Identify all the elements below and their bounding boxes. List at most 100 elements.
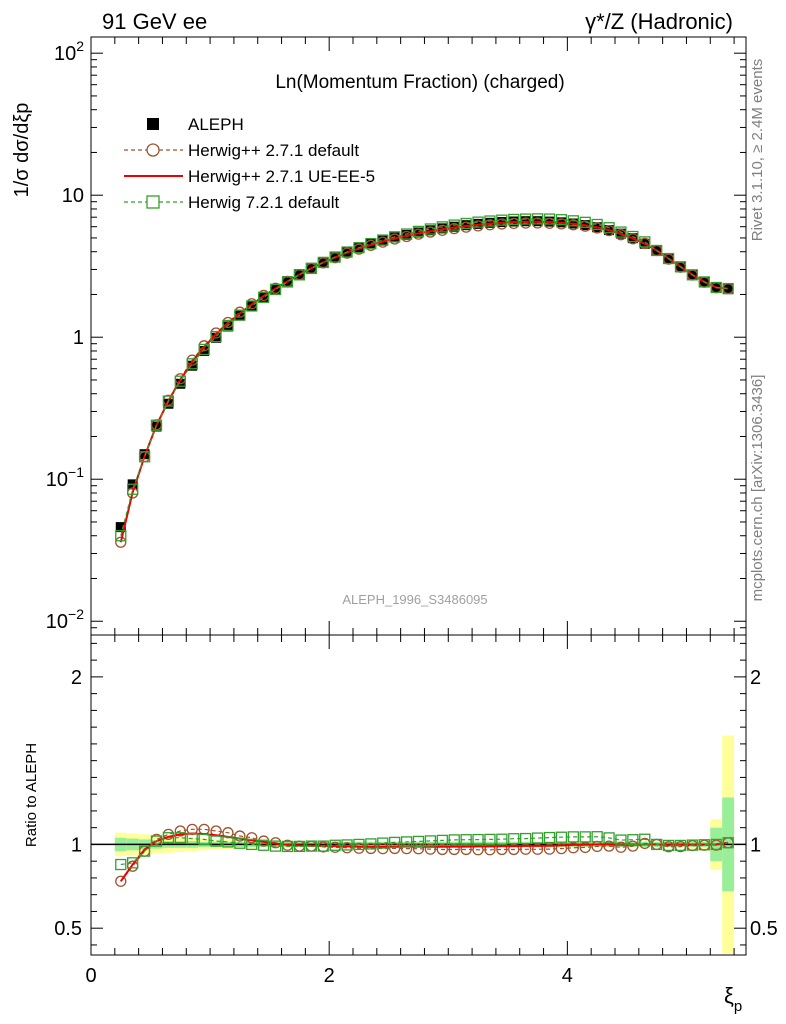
- data-point-herwig-default: [246, 832, 258, 844]
- data-point-herwig7: [269, 840, 282, 852]
- data-point-herwig7: [305, 262, 317, 275]
- data-point-herwig7: [138, 451, 151, 463]
- data-point-herwig7: [234, 309, 246, 321]
- header-left: 91 GeV ee: [102, 9, 207, 34]
- data-point-herwig7: [329, 251, 341, 263]
- data-point-herwig7: [567, 831, 579, 843]
- main-y-axis-label: 1/σ dσ/dξp: [11, 103, 33, 198]
- data-point-herwig7: [210, 835, 222, 847]
- data-point-herwig7: [174, 375, 186, 387]
- series-line-herwig_default: [120, 222, 729, 543]
- ratio-y-tick-label-right: 2: [750, 667, 761, 689]
- data-point-herwig7: [162, 832, 175, 844]
- x-tick-label: 0: [85, 965, 96, 987]
- data-point-herwig-default: [436, 843, 448, 856]
- main-series: [115, 213, 734, 548]
- data-point-herwig7: [436, 221, 448, 233]
- main-y-tick-label: 10−1: [46, 464, 84, 491]
- data-point-herwig7: [412, 835, 425, 848]
- main-y-tick-label: 10−2: [46, 606, 84, 633]
- data-point-herwig7: [460, 217, 472, 230]
- data-point-herwig7: [424, 835, 437, 847]
- data-point-herwig7: [603, 832, 615, 844]
- data-point-herwig7: [698, 839, 710, 851]
- data-point-herwig7: [389, 836, 401, 849]
- data-point-herwig7: [448, 834, 460, 846]
- data-point-herwig7: [639, 833, 651, 845]
- data-point-herwig7: [722, 282, 734, 295]
- series-line-herwig7: [120, 836, 729, 866]
- data-point-herwig-default: [531, 843, 544, 855]
- data-point-herwig7: [150, 835, 163, 847]
- ratio-y-ticks: 0.5 0.5 1 1 2 2: [54, 642, 778, 946]
- x-axis-label: ξp: [724, 983, 742, 1015]
- data-point-herwig7: [674, 839, 687, 852]
- data-point-herwig7: [138, 845, 151, 857]
- data-point-herwig-default: [412, 843, 425, 855]
- data-point-herwig-default: [424, 843, 437, 855]
- data-point-herwig7: [543, 831, 556, 844]
- data-point-herwig7: [281, 276, 294, 288]
- data-point-herwig7: [555, 214, 568, 226]
- rivet-label: Rivet 3.1.10, ≥ 2.4M events: [749, 59, 766, 242]
- data-point-herwig7: [234, 837, 246, 849]
- legend-marker-aleph: [147, 118, 159, 130]
- data-point-herwig7: [662, 839, 675, 852]
- data-point-herwig7: [210, 330, 222, 343]
- data-point-herwig7: [472, 833, 484, 846]
- data-point-herwig7: [186, 358, 198, 370]
- data-point-herwig7: [222, 836, 234, 848]
- data-point-herwig7: [651, 244, 663, 257]
- main-panel: 10−2 10−1 1 10 102 Ln(Momentum Fraction) (ch…: [46, 36, 747, 636]
- data-point-herwig7: [222, 319, 234, 332]
- data-point-herwig7: [341, 839, 353, 851]
- data-point-herwig7: [424, 223, 437, 235]
- data-point-herwig7: [317, 256, 329, 269]
- ratio-y-tick-label-right: 1: [750, 834, 761, 856]
- data-point-herwig-default: [508, 843, 520, 856]
- data-point-herwig7: [579, 831, 591, 843]
- data-point-herwig7: [365, 838, 377, 850]
- data-point-herwig7: [686, 839, 699, 851]
- data-point-herwig7: [293, 269, 306, 281]
- chart-title: Ln(Momentum Fraction) (charged): [275, 72, 564, 93]
- ratio-y-tick-label-right: 0.5: [750, 918, 778, 940]
- data-point-herwig7: [639, 236, 651, 248]
- data-point-herwig-default: [234, 830, 246, 842]
- legend-marker-circle: [146, 143, 160, 157]
- data-point-herwig7: [353, 242, 365, 254]
- data-point-herwig7: [722, 837, 734, 849]
- data-point-herwig7: [627, 834, 639, 846]
- data-point-aleph: [163, 398, 174, 409]
- data-point-herwig7: [329, 839, 341, 851]
- data-point-herwig7: [365, 237, 377, 250]
- data-point-herwig-default: [400, 842, 413, 855]
- ratio-y-tick-label-left: 1: [71, 834, 82, 856]
- ratio-y-axis-label: Ratio to ALEPH: [23, 743, 40, 847]
- data-point-herwig7: [520, 832, 532, 845]
- data-point-herwig7: [115, 858, 127, 871]
- data-point-herwig7: [293, 840, 306, 853]
- data-point-herwig7: [258, 291, 270, 303]
- data-point-herwig7: [615, 226, 627, 238]
- tick-exponent: −2: [68, 606, 84, 622]
- mcplots-label: mcplots.cern.ch [arXiv:1306.3436]: [749, 375, 766, 602]
- data-point-herwig7: [531, 832, 544, 844]
- legend: ALEPH Herwig++ 2.7.1 default Herwig++ 2.7.…: [124, 115, 375, 212]
- watermark: ALEPH_1996_S3486095: [342, 592, 487, 607]
- legend-label: Herwig 7.2.1 default: [188, 193, 339, 212]
- data-point-herwig7: [591, 831, 603, 843]
- data-point-herwig7: [520, 213, 532, 225]
- data-point-herwig7: [198, 343, 210, 356]
- data-point-herwig7: [377, 234, 389, 246]
- data-point-herwig7: [508, 833, 520, 845]
- data-point-herwig7: [651, 838, 663, 851]
- main-y-tick-label: 1: [73, 327, 84, 349]
- ratio-series: [115, 823, 734, 887]
- data-point-herwig7: [710, 838, 722, 851]
- data-point-herwig7: [472, 216, 484, 228]
- data-point-herwig-default: [115, 875, 127, 887]
- data-point-herwig-default: [603, 840, 615, 852]
- data-point-herwig7: [710, 281, 722, 294]
- data-point-herwig7: [531, 213, 544, 225]
